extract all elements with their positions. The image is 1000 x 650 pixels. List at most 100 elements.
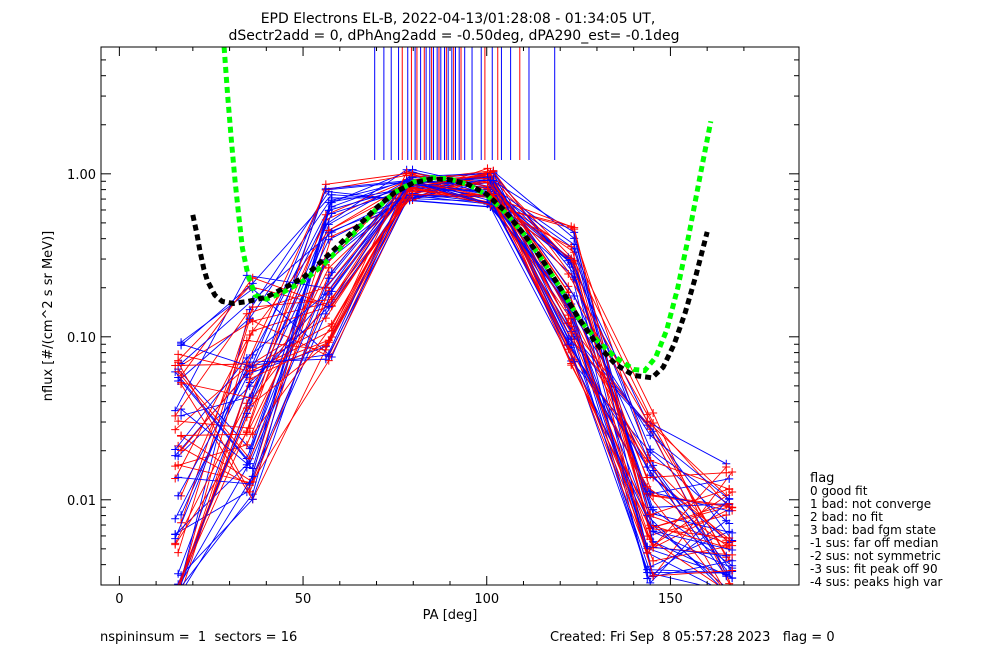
x-tick-label: 0	[115, 592, 123, 607]
sample-point-red	[171, 361, 180, 370]
sample-point-blue	[570, 292, 579, 301]
sample-point-blue	[486, 176, 495, 185]
sample-point-blue	[649, 505, 658, 514]
sample-point-red	[174, 587, 182, 595]
legend-item: -1 sus: far off median	[810, 536, 938, 550]
sample-point-blue	[649, 526, 658, 535]
sample-point-red	[722, 463, 731, 472]
sample-point-blue	[722, 588, 730, 596]
legend-item: -2 sus: not symmetric	[810, 549, 941, 563]
sample-trace-blue	[174, 189, 727, 465]
sample-point-red	[177, 378, 186, 387]
sample-point-red	[174, 350, 183, 359]
sample-point-blue	[722, 551, 731, 560]
y-tick-label: 1.00	[67, 168, 96, 183]
sample-point-blue	[171, 588, 179, 596]
sample-point-blue	[722, 572, 731, 581]
sample-point-red	[321, 341, 330, 350]
y-tick-label: 0.10	[67, 331, 96, 346]
sample-point-blue	[324, 198, 333, 207]
sector-lines	[374, 47, 556, 160]
sample-point-blue	[324, 302, 333, 311]
sample-point-red	[174, 588, 182, 596]
axes: 0 50 100 150 0.01 0.10 1.00	[67, 46, 799, 607]
sample-point-blue	[327, 228, 336, 237]
sample-trace-red	[179, 187, 730, 585]
sample-point-red	[177, 431, 186, 440]
footer-right: Created: Fri Sep 8 05:57:28 2023 flag = …	[550, 630, 835, 645]
sample-point-red	[725, 588, 733, 596]
sample-point-red	[242, 404, 251, 413]
legend-item: -3 sus: fit peak off 90	[810, 562, 938, 576]
sample-point-red	[177, 446, 186, 455]
legend-item: 0 good fit	[810, 484, 868, 498]
sample-point-blue	[171, 588, 179, 596]
sample-point-blue	[248, 495, 257, 504]
legend-item: 2 bad: no fit	[810, 510, 883, 524]
sample-point-red	[248, 430, 257, 439]
sample-trace-red	[180, 173, 733, 546]
sample-trace-blue	[180, 192, 733, 567]
sample-point-blue	[722, 516, 731, 525]
sample-point-red	[177, 588, 185, 596]
chart-title: EPD Electrons EL-B, 2022-04-13/01:28:08 …	[229, 11, 680, 44]
sample-point-red	[245, 487, 254, 496]
flag-legend: flag 0 good fit 1 bad: not converge 2 ba…	[810, 471, 943, 589]
sample-point-red	[725, 579, 734, 585]
sample-point-red	[564, 282, 573, 291]
sample-point-blue	[649, 427, 658, 436]
sample-point-red	[242, 359, 251, 368]
sample-point-red	[725, 484, 734, 493]
sample-trace-blue	[177, 194, 730, 505]
sample-point-blue	[728, 528, 737, 537]
sample-point-blue	[643, 463, 652, 472]
sample-point-blue	[643, 574, 652, 583]
sample-point-red	[564, 269, 573, 278]
legend-item: 1 bad: not converge	[810, 497, 931, 511]
sample-point-blue	[174, 588, 182, 596]
sample-point-red	[567, 328, 576, 337]
footer-left: nspininsum = 1 sectors = 16	[100, 630, 297, 645]
sample-point-blue	[248, 472, 257, 481]
sample-point-blue	[177, 588, 185, 596]
sample-point-blue	[248, 363, 257, 372]
sample-point-red	[725, 533, 734, 542]
sample-trace-red	[181, 180, 733, 556]
sample-point-red	[177, 371, 186, 380]
sample-point-red	[171, 588, 179, 596]
sample-point-red	[728, 566, 737, 575]
sample-point-blue	[725, 474, 734, 483]
sample-trace-blue	[178, 197, 727, 585]
y-tick-label: 0.01	[67, 494, 96, 509]
sample-point-red	[171, 588, 179, 596]
sample-trace-blue	[180, 172, 733, 534]
sample-point-blue	[174, 588, 182, 596]
fit-curves	[190, 47, 714, 381]
sample-point-blue	[174, 491, 183, 500]
sample-trace-red	[174, 175, 727, 496]
sample-point-red	[402, 168, 411, 177]
sample-point-blue	[327, 193, 336, 202]
sample-point-red	[567, 242, 576, 251]
sample-point-red	[177, 518, 186, 527]
sample-point-red	[649, 571, 658, 580]
sample-point-red	[245, 374, 254, 383]
sample-point-red	[570, 223, 579, 232]
sample-trace-blue	[177, 182, 730, 584]
sample-point-blue	[321, 355, 330, 364]
x-tick-label: 150	[658, 592, 683, 607]
sample-point-red	[171, 588, 179, 596]
x-tick-label: 50	[295, 592, 312, 607]
sample-point-blue	[725, 506, 734, 515]
sample-point-red	[649, 492, 658, 501]
sample-point-blue	[321, 184, 330, 193]
sample-point-blue	[177, 339, 186, 348]
sample-point-blue	[728, 545, 737, 554]
sample-point-red	[242, 427, 251, 436]
sample-point-blue	[646, 445, 655, 454]
legend-item: 3 bad: bad fgm state	[810, 523, 936, 537]
sample-trace-red	[180, 181, 733, 562]
sample-trace-blue	[174, 181, 713, 585]
sample-point-red	[643, 482, 652, 491]
